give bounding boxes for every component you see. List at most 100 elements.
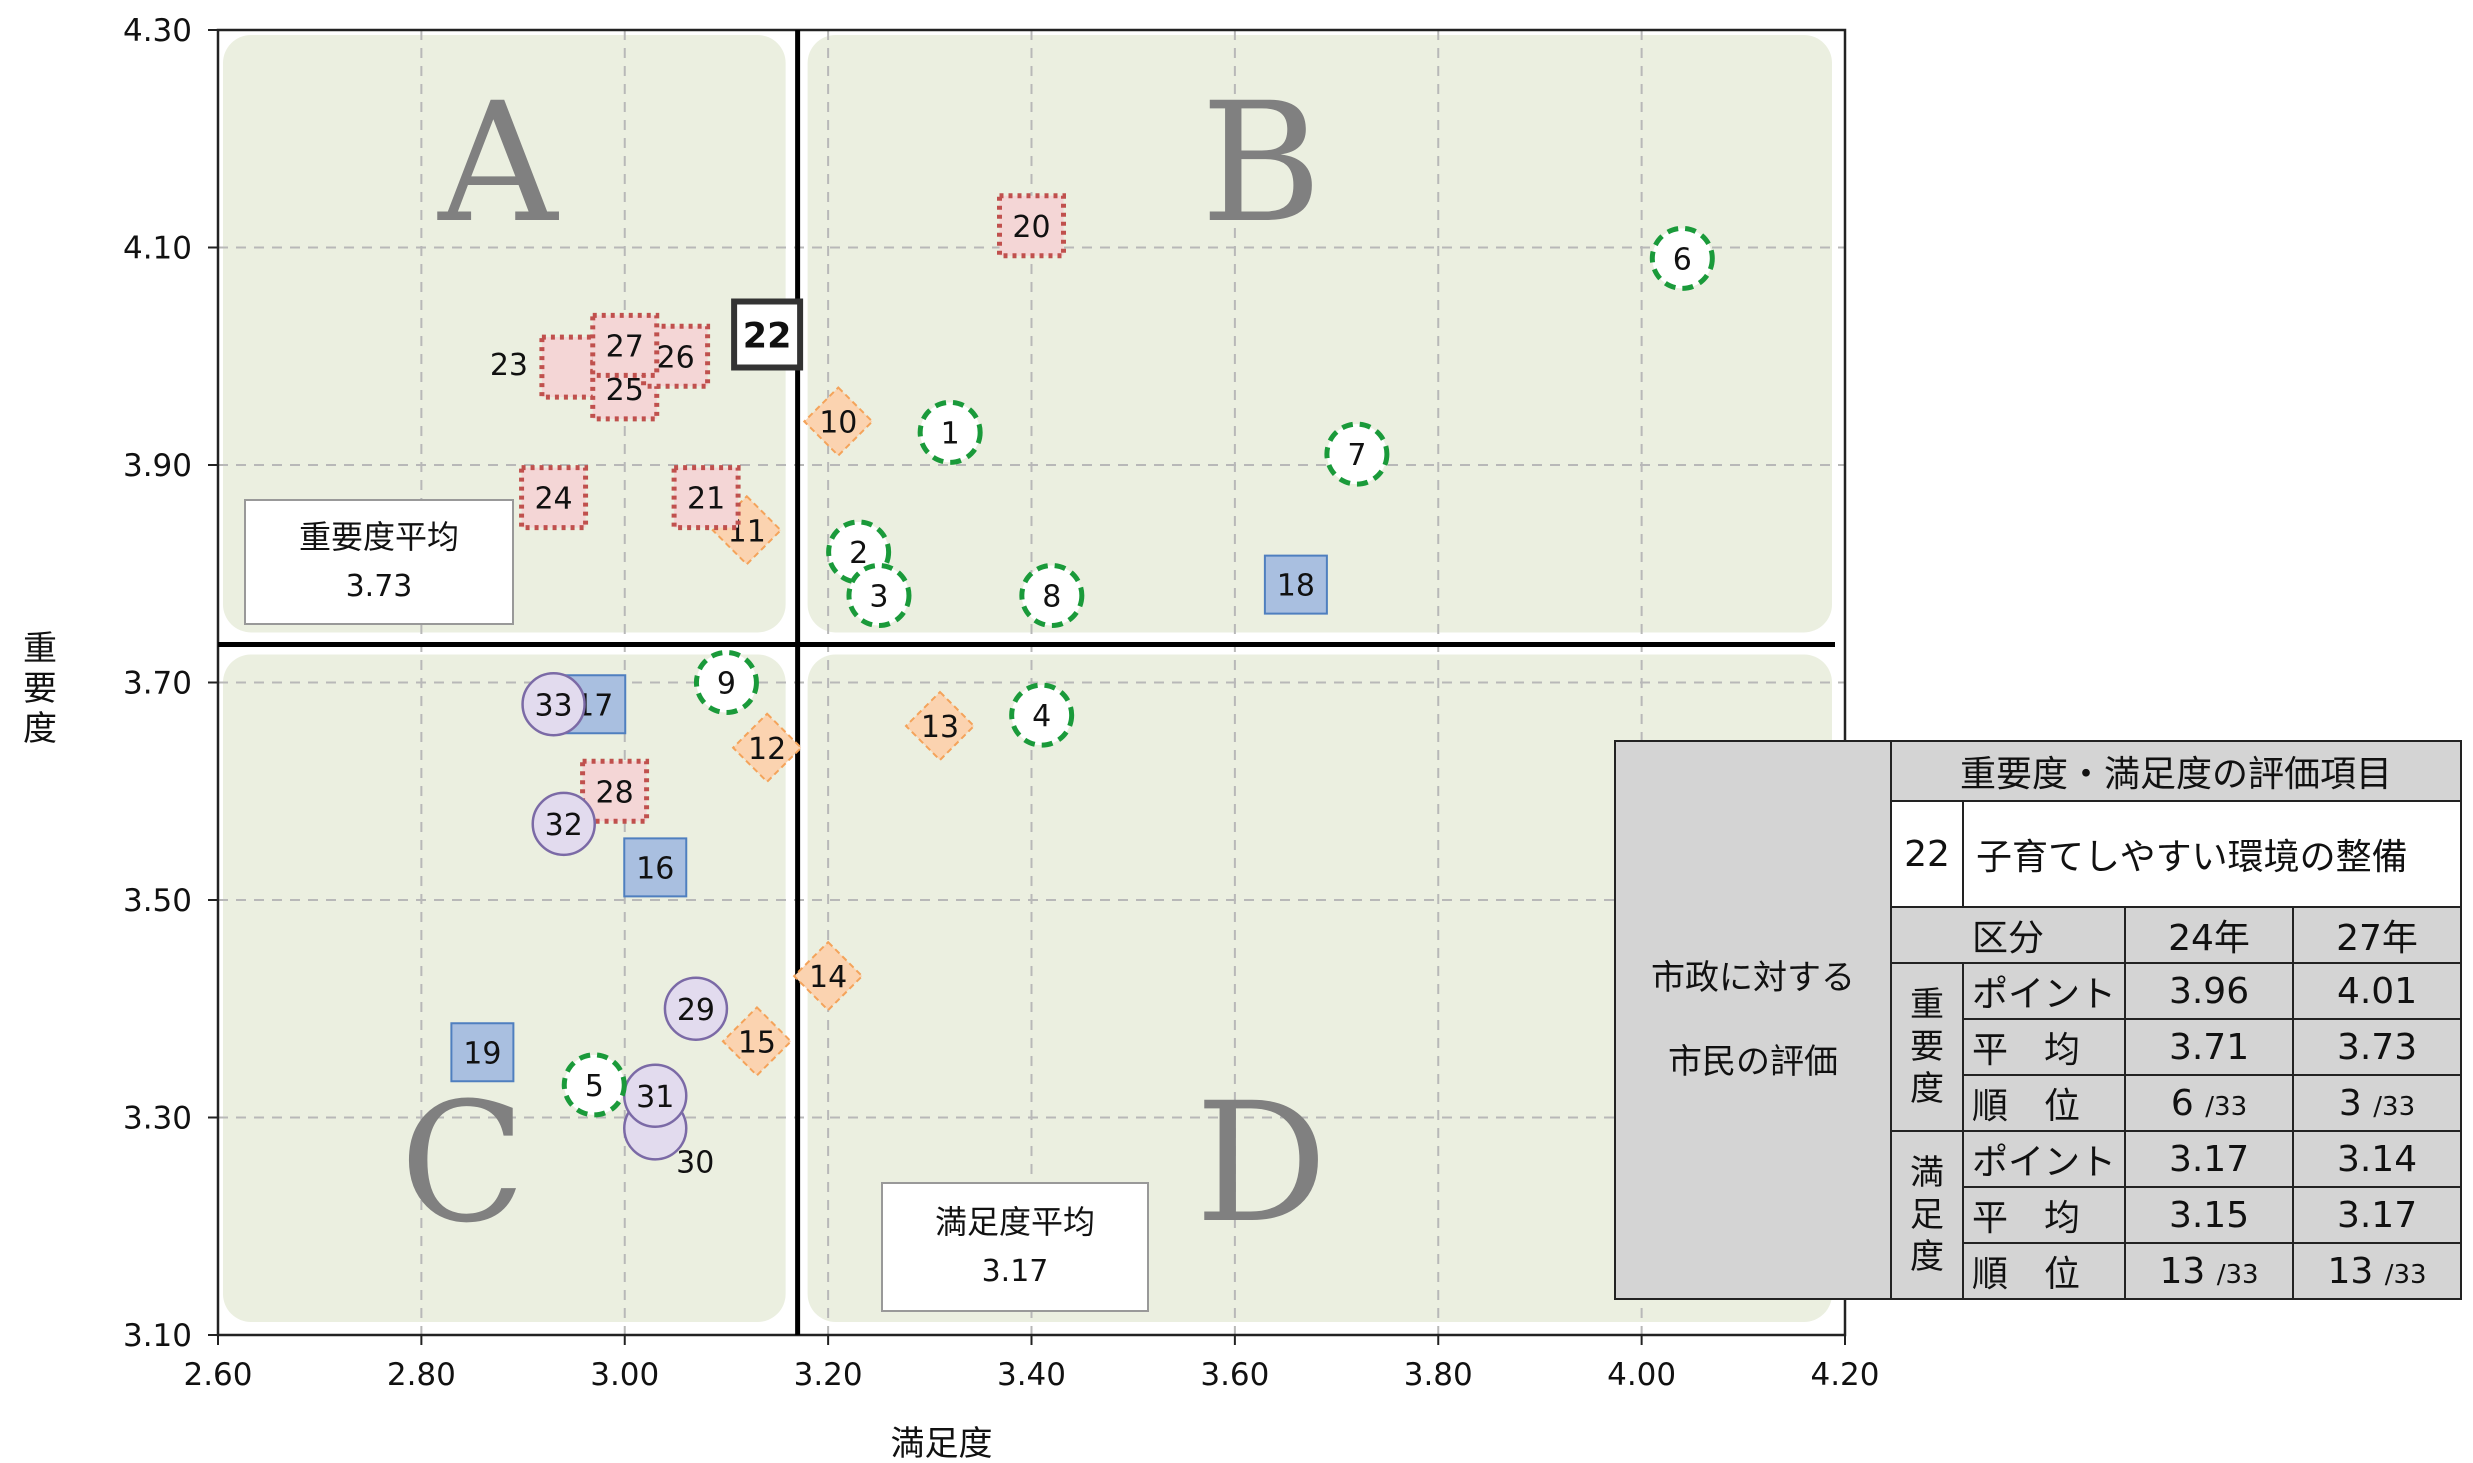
rank-total: /33 [2384, 1259, 2427, 1290]
point-marker-18 [1263, 554, 1328, 615]
x-tick-label: 4.20 [1810, 1357, 1879, 1393]
point-label-1: 1 [941, 416, 960, 451]
quadrant-letter-d: D [1195, 1067, 1327, 1259]
importance-average-title: 重要度平均 [299, 518, 459, 556]
importance-char: 度 [1910, 1069, 1944, 1109]
quadrant-d-panel [807, 654, 1832, 1322]
point-label-23: 23 [490, 348, 528, 383]
section-label-cell: 市政に対する 市民の評価 [1614, 740, 1892, 1300]
importance-char: 要 [1910, 1027, 1944, 1067]
satisfaction-average-27: 3.17 [2292, 1186, 2463, 1244]
point-marker-3 [846, 563, 912, 628]
row-label-average: 平 均 [1961, 1186, 2127, 1244]
point-label-19: 19 [463, 1036, 501, 1071]
point-label-7: 7 [1347, 438, 1366, 473]
point-label-28: 28 [595, 775, 633, 810]
satisfaction-point-24: 3.17 [2124, 1130, 2295, 1188]
quadrant-letter-b: B [1201, 67, 1322, 259]
y-tick-label: 3.70 [123, 666, 192, 702]
point-label-6: 6 [1673, 242, 1692, 277]
quadrant-letter-c: C [400, 1067, 526, 1259]
x-tick-label: 3.60 [1200, 1357, 1269, 1393]
header-year-27: 27年 [2292, 906, 2463, 964]
importance-average-value: 3.73 [346, 569, 413, 604]
x-tick-label: 2.60 [183, 1357, 252, 1393]
point-marker-27 [590, 312, 660, 378]
point-label-31: 31 [636, 1080, 674, 1115]
satisfaction-label: 満足度 [1890, 1130, 1964, 1300]
satisfaction-average-value: 3.17 [982, 1254, 1049, 1289]
point-label-25: 25 [606, 373, 644, 408]
point-marker-5 [561, 1052, 627, 1118]
rank-total: /33 [2205, 1091, 2248, 1122]
point-marker-8 [1019, 563, 1085, 628]
point-label-27: 27 [606, 329, 644, 364]
satisfaction-rank-24: 13 [2159, 1250, 2206, 1292]
importance-average-27: 3.73 [2292, 1018, 2463, 1076]
point-label-13: 13 [921, 710, 959, 745]
point-marker-20 [997, 193, 1066, 259]
point-marker-12 [731, 712, 803, 784]
importance-label: 重要度 [1890, 962, 1964, 1132]
satisfaction-average-24: 3.15 [2124, 1186, 2295, 1244]
point-label-3: 3 [869, 580, 888, 615]
importance-rank-24-cell: 6 /33 [2124, 1074, 2295, 1132]
highlighted-point-marker [731, 298, 804, 371]
point-label-9: 9 [717, 667, 736, 702]
importance-point-27: 4.01 [2292, 962, 2463, 1020]
point-label-16: 16 [636, 851, 674, 886]
point-marker-16 [623, 837, 688, 898]
quadrant-a-panel [223, 35, 786, 633]
point-label-12: 12 [748, 732, 786, 767]
point-marker-24 [519, 465, 589, 531]
y-axis-label-char: 度 [23, 709, 57, 749]
row-label-rank: 順 位 [1961, 1242, 2127, 1300]
row-label-point: ポイント [1961, 962, 2127, 1020]
x-tick-label: 3.80 [1404, 1357, 1473, 1393]
point-marker-32 [531, 791, 596, 857]
item-number: 22 [1890, 800, 1964, 908]
quadrant-letter-a: A [437, 67, 559, 259]
satisfaction-char: 足 [1910, 1195, 1944, 1235]
y-axis-label-char: 要 [23, 669, 57, 709]
importance-char: 重 [1910, 985, 1944, 1025]
x-tick-label: 3.00 [590, 1357, 659, 1393]
point-label-18: 18 [1277, 569, 1315, 604]
importance-rank-27: 3 [2338, 1082, 2362, 1124]
point-marker-15 [721, 1005, 793, 1077]
header-year-24: 24年 [2124, 906, 2295, 964]
point-label-5: 5 [585, 1069, 604, 1104]
point-label-32: 32 [545, 808, 583, 843]
section-label-line2: 市民の評価 [1668, 1042, 1838, 1082]
point-marker-13 [904, 690, 976, 762]
satisfaction-rank-24-cell: 13 /33 [2124, 1242, 2295, 1300]
satisfaction-rank-27: 13 [2327, 1250, 2374, 1292]
importance-point-24: 3.96 [2124, 962, 2295, 1020]
x-tick-label: 4.00 [1607, 1357, 1676, 1393]
satisfaction-average-title: 満足度平均 [935, 1203, 1095, 1241]
point-marker-9 [693, 650, 759, 715]
point-label-20: 20 [1012, 210, 1050, 245]
x-tick-label: 3.40 [997, 1357, 1066, 1393]
item-name: 子育てしやすい環境の整備 [1961, 800, 2463, 908]
x-tick-label: 2.80 [387, 1357, 456, 1393]
highlighted-point-label: 22 [743, 317, 792, 357]
point-marker-29 [663, 976, 729, 1041]
point-marker-21 [671, 465, 741, 531]
point-label-30: 30 [676, 1145, 714, 1180]
point-marker-1 [917, 399, 983, 465]
point-label-29: 29 [677, 993, 715, 1028]
importance-average-24: 3.71 [2124, 1018, 2295, 1076]
y-tick-label: 3.10 [123, 1318, 192, 1354]
rank-total: /33 [2216, 1259, 2259, 1290]
point-marker-19 [450, 1022, 515, 1083]
row-label-average: 平 均 [1961, 1018, 2127, 1076]
table-title: 重要度・満足度の評価項目 [1889, 740, 2463, 802]
y-tick-label: 3.30 [123, 1101, 192, 1137]
y-tick-label: 3.50 [123, 883, 192, 919]
point-marker-4 [1009, 682, 1075, 748]
satisfaction-char: 度 [1910, 1237, 1944, 1277]
y-axis-label-char: 重 [23, 629, 57, 669]
point-marker-7 [1324, 421, 1390, 487]
